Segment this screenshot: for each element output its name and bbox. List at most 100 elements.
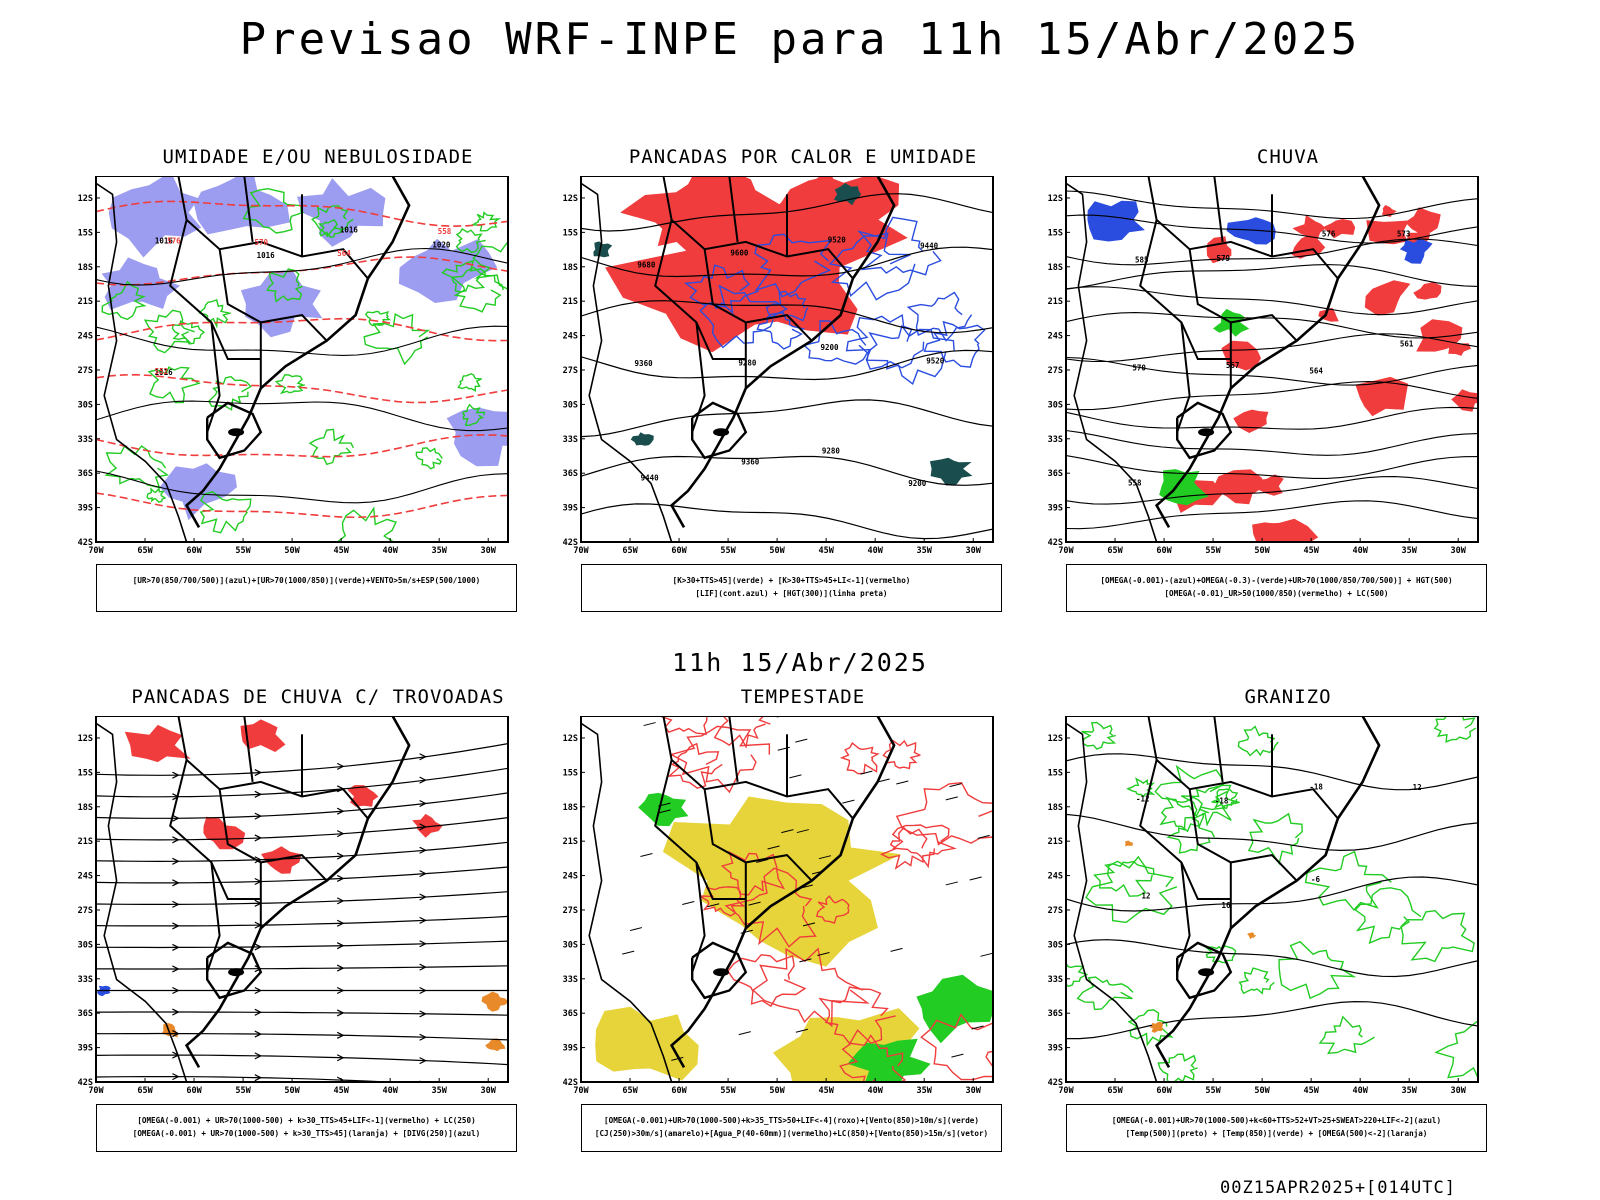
contour-label: 9200 (820, 343, 839, 352)
plot-frame (580, 716, 994, 1083)
lon-label: 40W (382, 1086, 398, 1096)
flow-arrowhead (419, 776, 427, 784)
hgt500-contour (1066, 286, 1478, 316)
flow-arrowhead (336, 986, 345, 995)
temp850-contour (1157, 1053, 1198, 1082)
map-content (581, 716, 993, 1082)
moist-area (630, 432, 654, 446)
unstable-area (620, 176, 770, 247)
contour-label: 9440 (920, 241, 939, 250)
streamline-250 (96, 915, 508, 927)
lon-label: 50W (769, 1086, 785, 1096)
political-border (1213, 716, 1224, 783)
pressure-isobar (96, 470, 508, 504)
political-border (1176, 862, 1191, 973)
lon-label: 40W (867, 546, 883, 556)
flow-arrowhead (419, 1010, 427, 1018)
humidity-contour-low (461, 403, 486, 427)
hgt500-contour (1066, 429, 1478, 456)
flow-arrowhead (419, 823, 427, 831)
lon-label: 50W (284, 1086, 300, 1096)
plot-frame (580, 176, 994, 543)
water-vapor-contour (839, 742, 880, 775)
flow-arrowhead (254, 834, 263, 842)
lat-label: 24S (1048, 872, 1063, 882)
omega-area (1149, 1021, 1163, 1033)
wind-vector (658, 809, 671, 814)
lon-label: 40W (382, 546, 398, 556)
lat-label: 33S (78, 435, 93, 445)
lon-label: 45W (333, 546, 349, 556)
coastline (184, 716, 411, 1069)
lat-label: 27S (563, 906, 578, 916)
lat-label: 15S (78, 768, 93, 778)
panel-tempestade: TEMPESTADE 12S 15S 18S 21S 24S 27S 30S 33S 36S 39… (563, 686, 1043, 1156)
water-vapor-contour (891, 824, 957, 869)
streamline-250 (96, 1032, 508, 1041)
omega-area (1247, 932, 1257, 940)
lon-label: 60W (186, 1086, 202, 1096)
lon-label: 40W (1352, 1086, 1368, 1096)
wind-vector (671, 1056, 684, 1061)
political-border (243, 176, 254, 243)
plot-frame (1065, 716, 1479, 1083)
water-vapor-contour (815, 895, 850, 924)
lifted-index-contour (756, 311, 805, 350)
lat-label: 33S (78, 975, 93, 985)
rain-area (1416, 319, 1463, 352)
lifted-index-contour (683, 264, 760, 315)
lon-label: 50W (769, 546, 785, 556)
wind-vector (756, 858, 769, 863)
lat-label: 21S (563, 837, 578, 847)
temp500-contour (1066, 939, 1478, 978)
lat-label: 18S (78, 803, 93, 813)
flow-arrowhead (336, 1076, 345, 1082)
thunderstorm-area (261, 846, 302, 874)
contour-label: 567 (1226, 361, 1240, 370)
lat-label: 12S (78, 194, 93, 204)
flow-arrowhead (254, 1008, 263, 1016)
lat-label: 24S (563, 872, 578, 882)
lon-label: 30W (1451, 1086, 1467, 1096)
lon-label: 70W (88, 546, 104, 556)
lat-label: 15S (78, 228, 93, 238)
temp850-contour (1354, 887, 1422, 945)
lifted-index-contour (754, 233, 833, 298)
flow-arrowhead (336, 852, 345, 860)
political-border (1188, 789, 1298, 882)
contour-label: 579 (1216, 254, 1230, 263)
flow-arrowhead (254, 1030, 263, 1038)
lon-label: 60W (1156, 1086, 1172, 1096)
lat-label: 33S (1048, 435, 1063, 445)
flow-arrowhead (419, 870, 427, 878)
flow-arrowhead (254, 856, 263, 864)
temp850-contour (1278, 940, 1357, 1000)
ascent-area (1399, 238, 1433, 264)
flow-arrowhead (254, 812, 263, 820)
lagoon (228, 968, 245, 977)
lat-label: 12S (1048, 194, 1063, 204)
streamline-250 (96, 866, 508, 884)
temp850-contour (1238, 967, 1275, 995)
contour-label: 552 (155, 367, 169, 376)
lat-label: 39S (1048, 504, 1063, 514)
contour-label: -18 (1309, 783, 1323, 792)
lon-label: 40W (1352, 546, 1368, 556)
pressure-isobar (96, 247, 508, 286)
humidity-contour-low (455, 228, 486, 253)
lat-label: 24S (1048, 332, 1063, 342)
streamline-250 (96, 1011, 508, 1016)
flow-arrowhead (336, 1054, 345, 1062)
flow-arrowhead (419, 916, 427, 924)
temp850-contour (1085, 855, 1178, 924)
panel-title: GRANIZO (1244, 686, 1332, 708)
lon-label: 35W (432, 546, 448, 556)
lon-label: 65W (137, 1086, 153, 1096)
geopotential-contour (581, 300, 993, 334)
west-coast (581, 182, 673, 542)
flow-arrowhead (419, 1057, 427, 1065)
rain-area (1364, 280, 1411, 316)
legend-box: [OMEGA(-0.001) + UR>70(1000-500) + k>30_… (96, 1104, 517, 1152)
contour-label: 558 (1128, 479, 1142, 488)
